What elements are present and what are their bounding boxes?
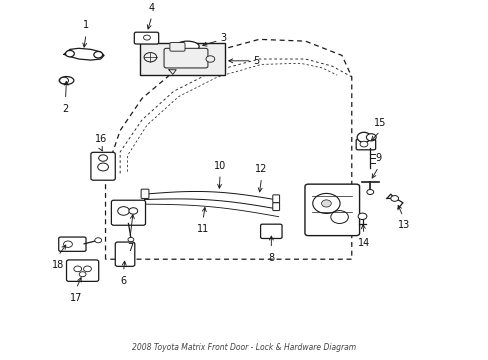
- Circle shape: [143, 35, 150, 40]
- Circle shape: [65, 50, 74, 57]
- Circle shape: [144, 53, 157, 62]
- FancyBboxPatch shape: [169, 42, 184, 51]
- Circle shape: [74, 266, 81, 272]
- FancyBboxPatch shape: [115, 242, 135, 266]
- Text: 2: 2: [62, 104, 68, 114]
- Text: 13: 13: [398, 220, 410, 230]
- Circle shape: [205, 56, 214, 62]
- FancyBboxPatch shape: [134, 32, 158, 44]
- Text: 8: 8: [268, 253, 274, 263]
- Circle shape: [357, 213, 366, 220]
- Ellipse shape: [59, 77, 74, 84]
- Text: 12: 12: [255, 164, 267, 174]
- FancyBboxPatch shape: [260, 224, 282, 238]
- Circle shape: [356, 132, 370, 142]
- Text: 17: 17: [70, 293, 82, 303]
- FancyBboxPatch shape: [91, 152, 115, 180]
- Text: 3: 3: [220, 32, 226, 42]
- Circle shape: [83, 266, 91, 272]
- Text: 4: 4: [148, 3, 155, 13]
- Circle shape: [95, 238, 102, 243]
- FancyBboxPatch shape: [66, 260, 99, 282]
- Circle shape: [94, 51, 102, 58]
- Text: 18: 18: [52, 260, 64, 270]
- Bar: [140, 43, 224, 75]
- Circle shape: [366, 189, 373, 194]
- Text: 5: 5: [253, 56, 259, 66]
- FancyBboxPatch shape: [111, 200, 145, 225]
- FancyBboxPatch shape: [59, 237, 86, 251]
- Circle shape: [330, 211, 347, 224]
- Text: 7: 7: [126, 243, 133, 253]
- Circle shape: [312, 193, 339, 213]
- Circle shape: [390, 195, 398, 201]
- Circle shape: [129, 208, 138, 214]
- Circle shape: [321, 200, 330, 207]
- Text: 1: 1: [83, 20, 89, 30]
- Circle shape: [128, 237, 134, 242]
- FancyBboxPatch shape: [355, 139, 375, 150]
- FancyBboxPatch shape: [163, 48, 207, 68]
- Text: 6: 6: [120, 276, 126, 285]
- Text: 15: 15: [373, 118, 386, 128]
- Circle shape: [60, 77, 68, 84]
- Circle shape: [98, 163, 108, 171]
- Circle shape: [118, 207, 129, 215]
- Polygon shape: [64, 48, 104, 60]
- FancyBboxPatch shape: [305, 184, 359, 235]
- FancyBboxPatch shape: [272, 195, 279, 203]
- Text: 16: 16: [94, 134, 106, 144]
- Circle shape: [359, 141, 367, 147]
- Circle shape: [79, 272, 86, 277]
- Circle shape: [63, 241, 72, 247]
- Text: 10: 10: [214, 161, 226, 171]
- Text: 2008 Toyota Matrix Front Door - Lock & Hardware Diagram: 2008 Toyota Matrix Front Door - Lock & H…: [132, 343, 356, 352]
- Circle shape: [366, 134, 375, 141]
- Circle shape: [99, 155, 107, 161]
- Text: 9: 9: [375, 153, 381, 163]
- Ellipse shape: [175, 41, 199, 52]
- Text: 11: 11: [197, 224, 209, 234]
- Text: 14: 14: [357, 238, 369, 248]
- FancyBboxPatch shape: [272, 203, 279, 211]
- FancyBboxPatch shape: [141, 189, 149, 198]
